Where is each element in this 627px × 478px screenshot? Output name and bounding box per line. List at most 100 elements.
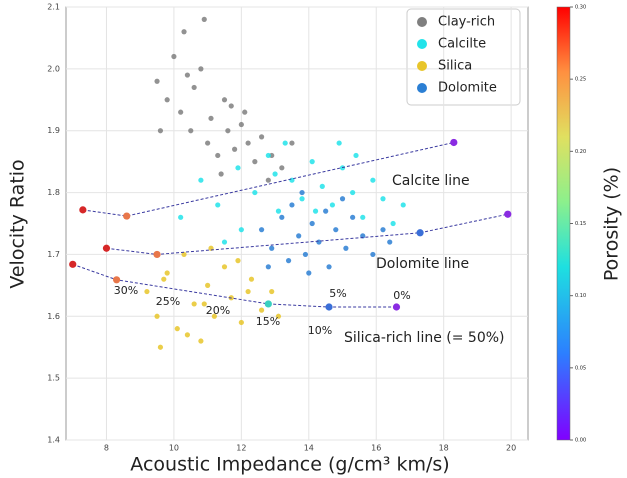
colorbar-tick-label: 0.10 — [575, 293, 586, 299]
data-point — [201, 301, 207, 307]
line-label: Silica-rich line (= 50%) — [344, 330, 505, 346]
data-point — [387, 239, 393, 245]
data-point — [289, 140, 295, 146]
data-point — [245, 288, 251, 295]
template-line — [106, 213, 508, 255]
data-point — [285, 258, 292, 264]
line-label: Calcite line — [392, 173, 470, 189]
data-point — [184, 72, 191, 78]
x-tick-label: 14 — [304, 444, 314, 453]
data-point — [258, 134, 265, 140]
template-point — [450, 138, 458, 147]
data-point — [235, 258, 241, 264]
data-point — [312, 208, 319, 214]
data-point — [144, 288, 150, 295]
template-point — [504, 210, 512, 218]
legend-label: Dolomite — [438, 81, 497, 96]
data-point — [164, 270, 170, 276]
data-point — [252, 189, 258, 196]
porosity-label: 30% — [114, 284, 138, 297]
colorbar-tick-label: 0.15 — [575, 221, 586, 227]
data-point — [360, 214, 366, 220]
legend-marker — [417, 39, 427, 49]
data-point — [181, 29, 187, 35]
data-point — [400, 202, 406, 208]
template-point — [416, 229, 424, 237]
data-point — [353, 152, 359, 159]
data-point — [215, 202, 221, 208]
data-point — [181, 251, 187, 258]
y-tick-label: 2.1 — [47, 3, 60, 12]
data-point — [201, 16, 207, 22]
data-point — [188, 128, 194, 134]
porosity-label: 0% — [393, 289, 410, 302]
colorbar — [556, 6, 571, 441]
template-point — [112, 276, 121, 284]
data-point — [269, 288, 275, 295]
data-point — [198, 338, 204, 344]
data-point — [225, 128, 231, 134]
porosity-label: 20% — [206, 304, 230, 317]
x-tick-label: 10 — [169, 444, 179, 453]
legend-marker — [417, 61, 427, 71]
data-point — [380, 227, 386, 233]
y-tick-label: 1.7 — [47, 250, 60, 259]
data-point — [154, 313, 160, 319]
legend-label: Calcilte — [438, 37, 486, 52]
template-point — [325, 303, 333, 311]
legend — [406, 8, 521, 106]
colorbar-tick-label: 0.25 — [575, 77, 586, 83]
data-point — [221, 239, 228, 245]
colorbar-tick-label: 0.30 — [575, 5, 586, 11]
data-point — [157, 344, 164, 350]
data-point — [178, 109, 184, 115]
data-point — [275, 313, 282, 319]
data-point — [154, 78, 160, 84]
data-point — [198, 177, 204, 183]
porosity-label: 10% — [308, 324, 332, 337]
data-point — [238, 227, 244, 233]
colorbar-tick-label: 0.00 — [575, 438, 586, 444]
data-point — [380, 196, 386, 202]
template-point — [153, 250, 161, 259]
legend-marker — [417, 17, 427, 27]
data-point — [164, 97, 170, 103]
data-point — [221, 264, 228, 270]
data-point — [306, 270, 312, 276]
data-point — [208, 115, 214, 121]
template-point — [392, 303, 401, 311]
y-tick-label: 1.8 — [47, 188, 60, 197]
y-tick-label: 1.4 — [47, 436, 60, 445]
data-point — [299, 196, 305, 202]
data-point — [279, 165, 285, 171]
template-point — [123, 212, 131, 220]
data-point — [258, 227, 265, 233]
data-point — [296, 233, 302, 239]
data-point — [252, 159, 258, 165]
porosity-label: 25% — [156, 295, 180, 308]
data-point — [228, 103, 234, 109]
line-label: Dolomite line — [376, 256, 469, 272]
data-point — [178, 214, 184, 220]
template-point — [264, 300, 272, 308]
data-point — [248, 276, 255, 282]
template-line — [82, 141, 454, 217]
data-point — [370, 251, 376, 258]
y-axis-label: Velocity Ratio — [7, 159, 29, 288]
data-point — [272, 171, 278, 177]
data-point — [211, 313, 217, 319]
data-point — [258, 307, 265, 313]
data-point — [265, 152, 271, 159]
legend-label: Silica — [438, 59, 472, 74]
template-point — [102, 244, 111, 252]
template-point — [69, 260, 77, 268]
data-point — [329, 202, 336, 208]
data-point — [326, 264, 332, 270]
y-tick-label: 1.9 — [47, 126, 60, 135]
data-point — [205, 140, 211, 146]
porosity-label: 15% — [256, 315, 280, 328]
data-point — [316, 239, 322, 245]
data-point — [161, 276, 167, 282]
data-point — [350, 189, 356, 196]
data-point — [319, 183, 325, 189]
